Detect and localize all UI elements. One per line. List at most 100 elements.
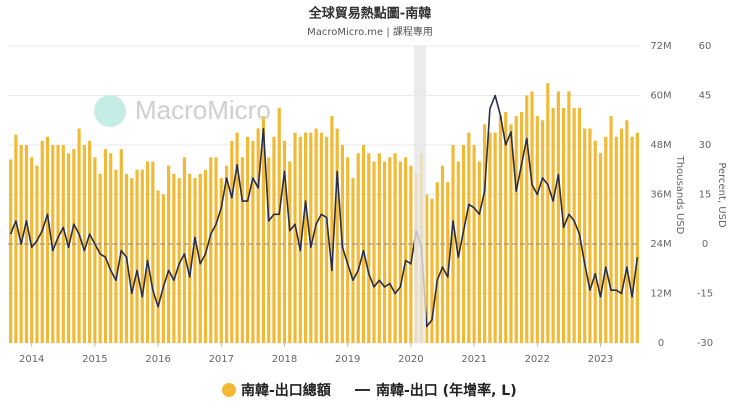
bar [540, 120, 545, 343]
bar [635, 132, 639, 343]
bar [409, 165, 413, 343]
bar [14, 134, 18, 343]
bar [572, 107, 576, 343]
bar [114, 169, 118, 343]
bar [140, 169, 144, 343]
plot-area: 2014 2015 2016 2017 2018 2019 2020 2021 2022 2023 [8, 45, 640, 365]
bar [272, 136, 276, 343]
y-tick-label: 0 [658, 338, 664, 349]
watermark-logo [94, 95, 126, 127]
bar [356, 153, 360, 343]
x-tick-label: 2018 [272, 354, 297, 365]
bar [230, 140, 234, 343]
bar [130, 178, 134, 343]
x-tick-label: 2023 [588, 354, 613, 365]
x-tick-label: 2017 [209, 354, 234, 365]
bar [388, 157, 392, 343]
bar [251, 140, 255, 343]
bar [535, 116, 539, 343]
bar [504, 112, 508, 343]
x-tick-label: 2020 [398, 354, 423, 365]
x-tick-label: 2019 [335, 354, 360, 365]
bar [398, 161, 402, 343]
bar [240, 157, 244, 343]
legend-label: 南韓-出口總額 [241, 382, 331, 399]
bar [346, 157, 350, 343]
bar [93, 157, 97, 343]
bar [630, 136, 634, 343]
chart-subtitle: MacroMicro.me | 課程專用 [307, 25, 433, 38]
bar [493, 132, 497, 343]
bar [530, 91, 534, 343]
bar [9, 159, 13, 343]
y-axis-title: Thousands USD [674, 155, 685, 235]
bar [546, 83, 550, 343]
bar [203, 169, 208, 343]
bar [145, 161, 150, 343]
bar [309, 132, 313, 343]
bar [277, 107, 281, 343]
bar [461, 145, 466, 343]
y-tick-label: 48M [650, 140, 671, 151]
bar [193, 178, 197, 343]
x-tick-label: 2016 [145, 354, 170, 365]
bar [224, 165, 229, 343]
legend-swatch [222, 383, 236, 397]
bar [135, 169, 139, 343]
bar [446, 182, 450, 343]
bar [367, 153, 371, 343]
bar [514, 116, 518, 343]
bar [577, 107, 582, 343]
y-tick-label: 72M [650, 41, 671, 52]
bar [256, 128, 260, 343]
bar [167, 165, 171, 343]
bar [351, 178, 355, 343]
bar [483, 124, 487, 343]
bar [246, 136, 250, 343]
bar [288, 161, 292, 343]
y2-tick-label: -30 [697, 338, 713, 349]
y2-tick-label: 15 [699, 190, 712, 201]
bar [425, 194, 429, 343]
bar [66, 153, 71, 343]
bar [261, 116, 266, 343]
bar [619, 128, 624, 343]
bar [282, 140, 287, 343]
bar [525, 95, 529, 343]
legend-label: 南韓-出口 (年增率, L) [376, 382, 517, 399]
bar [235, 132, 239, 343]
bar [267, 157, 271, 343]
bar [377, 153, 381, 343]
bar [556, 91, 560, 343]
bar [404, 157, 408, 343]
bar [451, 145, 455, 343]
x-tick-label: 2015 [82, 354, 107, 365]
bar [188, 173, 192, 343]
y2-tick-label: 45 [699, 91, 712, 102]
bar [330, 116, 334, 343]
bar [219, 178, 223, 343]
bar [477, 161, 481, 343]
bar [298, 136, 302, 343]
bar [30, 157, 34, 343]
bar [209, 157, 213, 343]
y2-tick-label: 0 [702, 239, 708, 250]
bar [509, 124, 513, 343]
bar [45, 136, 50, 343]
bar [161, 194, 165, 343]
bar [182, 157, 187, 343]
bar [72, 149, 76, 343]
bar [103, 149, 108, 343]
bar [614, 136, 618, 343]
y-tick-label: 36M [650, 190, 671, 201]
bar [325, 136, 329, 343]
bar [467, 132, 471, 343]
bar [88, 140, 92, 343]
bar [214, 157, 218, 343]
x-tick-label: 2014 [19, 354, 44, 365]
bar [177, 178, 181, 343]
bar [40, 140, 44, 343]
bar [119, 149, 123, 343]
bar [593, 140, 597, 343]
